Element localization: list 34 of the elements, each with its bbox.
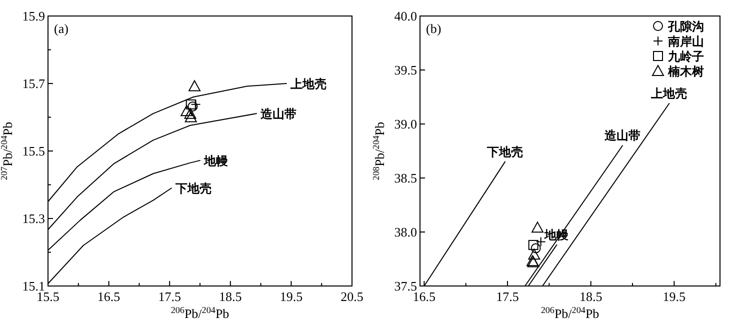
series-label: 造山带	[604, 128, 640, 143]
y-tick-label: 40.0	[394, 8, 417, 24]
y-tick-label: 38.5	[394, 170, 417, 186]
legend-label: 孔隙沟	[667, 20, 704, 34]
annotation: (a)	[54, 21, 68, 36]
series-label: 造山带	[260, 107, 297, 122]
x-tick-label: 19.5	[280, 289, 303, 304]
x-tick-label: 16.5	[97, 289, 120, 304]
y-tick-label: 15.9	[22, 8, 45, 24]
x-axis-title: $^{206}$Pb/$^{204}$Pb	[540, 305, 600, 321]
series-label: 地幔	[203, 154, 228, 168]
legend-label: 九岭子	[667, 50, 704, 64]
legend-label: 南岸山	[667, 34, 704, 48]
y-tick-label: 15.5	[22, 144, 45, 158]
series-label: 上地壳	[289, 77, 326, 91]
series-label: 上地壳	[650, 86, 688, 100]
series-label: 下地壳	[486, 144, 523, 159]
x-tick-label: 18.5	[219, 289, 242, 304]
y-tick-label: 15.1	[22, 278, 45, 294]
legend-label: 楠木树	[667, 64, 704, 78]
y-tick-label: 15.7	[22, 76, 46, 91]
x-tick-label: 20.5	[340, 289, 364, 304]
series-label: 下地壳	[174, 182, 212, 196]
x-tick-label: 17.5	[158, 289, 181, 304]
y-tick-label: 15.3	[22, 211, 45, 226]
x-axis-title: $^{206}$Pb/$^{204}$Pb	[170, 305, 230, 321]
annotation: (b)	[426, 21, 442, 36]
y-tick-label: 38.0	[394, 224, 417, 240]
x-tick-label: 19.5	[662, 289, 686, 304]
y-tick-label: 37.5	[394, 278, 417, 294]
y-tick-label: 39.0	[394, 116, 417, 132]
y-tick-label: 39.5	[394, 62, 417, 78]
x-tick-label: 18.5	[579, 289, 602, 304]
x-tick-label: 17.5	[496, 289, 519, 304]
